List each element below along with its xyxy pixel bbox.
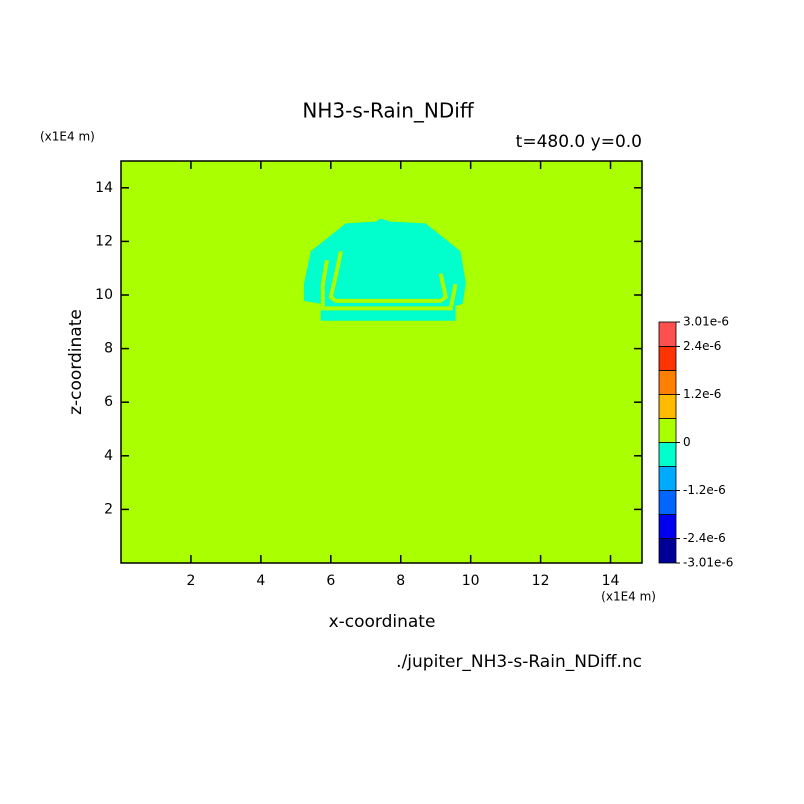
file-label: ./jupiter_NH3-s-Rain_NDiff.nc (396, 652, 642, 672)
contour-line (320, 259, 458, 311)
chart-title: NH3-s-Rain_NDiff (302, 99, 474, 123)
y-tick-label: 10 (95, 287, 113, 303)
y-tick-label: 4 (104, 448, 113, 464)
colorbar-tick-label: 1.2e-6 (683, 387, 721, 401)
colorbar-tick-label: 0 (683, 435, 691, 449)
x-tick-label: 2 (186, 573, 195, 589)
contour-region (303, 218, 466, 321)
y-tick-label: 6 (104, 394, 113, 410)
y-tick-label: 14 (95, 180, 113, 196)
x-axis-label: x-coordinate (329, 612, 436, 632)
x-tick-label: 10 (462, 573, 480, 589)
colorbar-box (658, 490, 677, 515)
colorbar-box (658, 466, 677, 491)
colorbar-box (658, 321, 677, 347)
x-tick-label: 8 (396, 573, 405, 589)
y-tick-label: 8 (104, 341, 113, 357)
colorbar-box (658, 418, 677, 443)
colorbar-box (658, 370, 677, 395)
x-tick-label: 4 (256, 573, 265, 589)
plot-frame (120, 160, 643, 564)
y-tick-label: 12 (95, 233, 113, 249)
colorbar-tick-label: -2.4e-6 (683, 531, 726, 545)
y-tick-label: 2 (104, 501, 113, 517)
x-unit: (x1E4 m) (601, 590, 656, 604)
colorbar-box (658, 394, 677, 419)
colorbar-tick-label: -1.2e-6 (683, 483, 726, 497)
colorbar-box (658, 442, 677, 467)
x-tick-label: 6 (326, 573, 335, 589)
colorbar-tick-label: -3.01e-6 (683, 556, 733, 570)
colorbar-tick-label: 3.01e-6 (683, 315, 729, 329)
y-unit: (x1E4 m) (40, 130, 95, 144)
colorbar-box (658, 346, 677, 371)
y-axis-label: z-coordinate (66, 309, 86, 415)
x-tick-label: 12 (532, 573, 550, 589)
chart-subtitle: t=480.0 y=0.0 (516, 132, 642, 152)
contour-line (328, 250, 449, 303)
colorbar-tick-label: 2.4e-6 (683, 339, 721, 353)
colorbar-box (658, 514, 677, 539)
x-tick-label: 14 (602, 573, 620, 589)
colorbar-box (658, 538, 677, 564)
